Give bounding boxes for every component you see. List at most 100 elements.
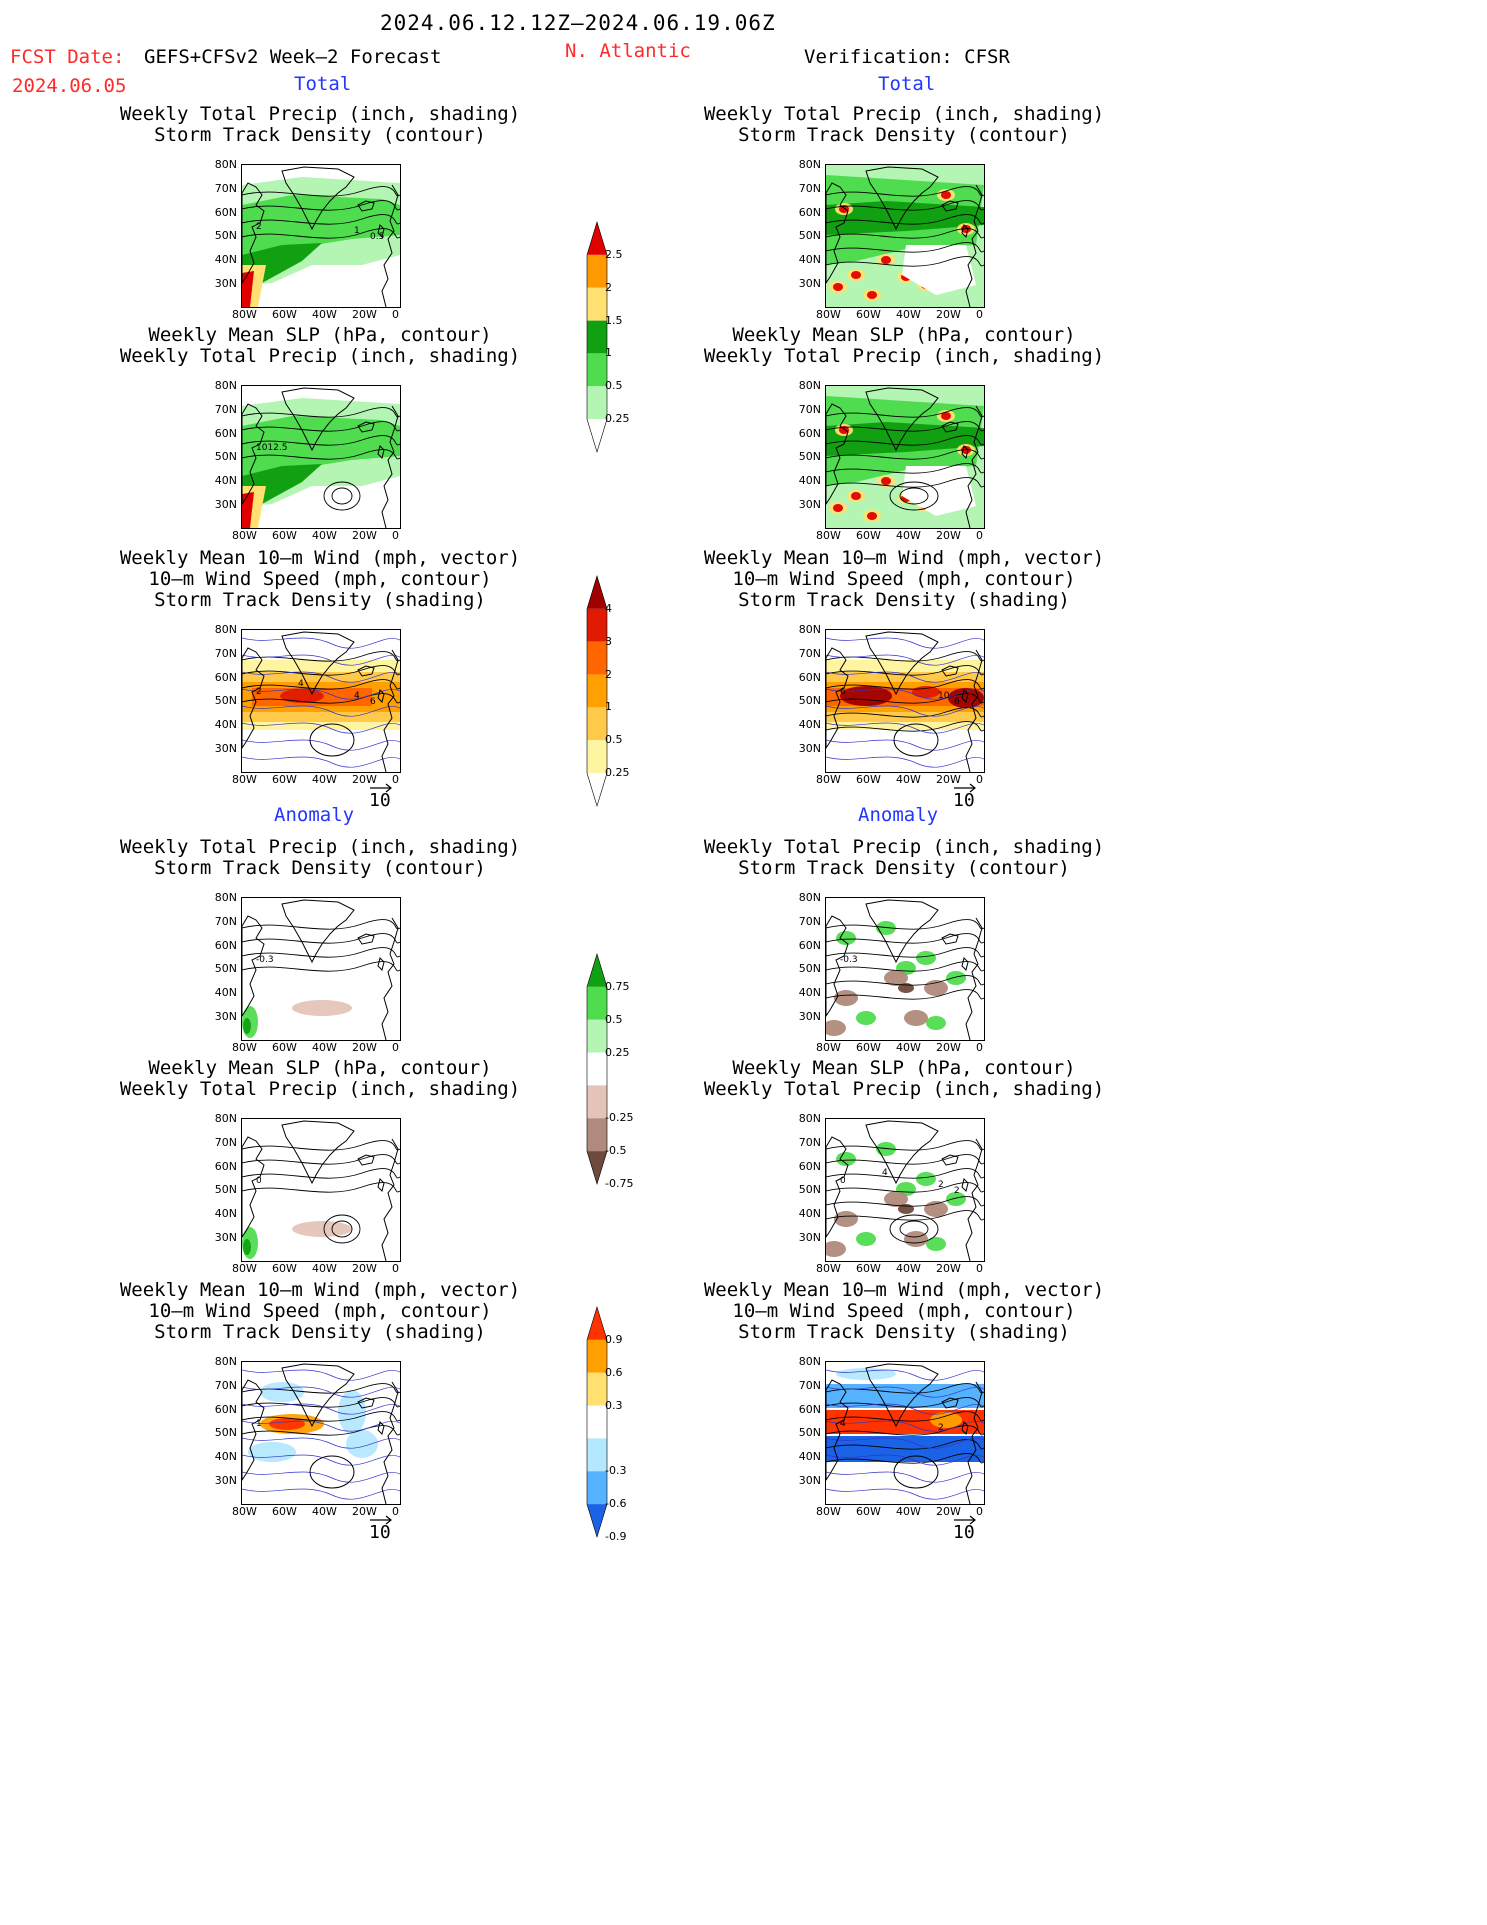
panel-title-line: 10–m Wind Speed (mph, contour) xyxy=(732,1300,1076,1322)
lon-tick-label: 60W xyxy=(272,1041,297,1054)
lon-tick-label: 80W xyxy=(232,308,257,321)
panel-title-line: Weekly Mean 10–m Wind (mph, vector) xyxy=(703,1279,1105,1301)
colorbar-segment xyxy=(587,1471,607,1505)
panel-title-line: Weekly Total Precip (inch, shading) xyxy=(703,1078,1105,1100)
lat-tick-label: 70N xyxy=(214,402,237,416)
colorbar-segment xyxy=(587,419,607,452)
panel-title-right-3: Weekly Total Precip (inch, shading) Storm… xyxy=(674,837,1134,879)
lat-tick-label: 80N xyxy=(798,1355,821,1368)
lat-tick-label: 30N xyxy=(214,498,237,511)
colorbar-segment xyxy=(587,1438,607,1472)
lon-tick-label: 60W xyxy=(856,1262,881,1275)
lat-tick-label: 40N xyxy=(214,986,237,1000)
lon-tick-label: 20W xyxy=(936,308,961,321)
contour-label: 0 xyxy=(840,1176,846,1186)
lon-tick-label: 60W xyxy=(856,1505,881,1518)
contour-label: 4 xyxy=(840,1419,846,1429)
colorbar-segment xyxy=(587,1118,607,1152)
lon-tick-label: 0 xyxy=(392,308,399,321)
colorbar-label: 0.25 xyxy=(605,412,630,426)
vector-reference-value: 10 xyxy=(953,1522,975,1543)
panel-title-left-4: Weekly Mean SLP (hPa, contour) Weekly Tot… xyxy=(90,1058,550,1100)
colorbar-segment xyxy=(587,641,607,675)
panel-title-line: Storm Track Density (shading) xyxy=(154,1321,486,1343)
lat-tick-label: 60N xyxy=(798,426,821,440)
lon-tick-label: 20W xyxy=(936,773,961,786)
contour-label: 10 xyxy=(938,691,950,701)
contour-label: 2 xyxy=(256,222,262,232)
panel-title-right-5: Weekly Mean 10–m Wind (mph, vector) 10–m … xyxy=(674,1280,1134,1343)
lat-tick-label: 50N xyxy=(214,1426,237,1440)
lat-tick-label: 80N xyxy=(798,158,821,171)
lon-tick-label: 0 xyxy=(392,1262,399,1275)
map-panel-left-3: -0.3 xyxy=(241,897,401,1041)
vector-reference-value: 10 xyxy=(369,1522,391,1543)
map-panel-right-0 xyxy=(825,164,985,308)
colorbar-label: 2.5 xyxy=(605,247,623,261)
lon-tick-label: 0 xyxy=(392,529,399,542)
colorbar-segment xyxy=(587,576,607,609)
lon-tick-label: 20W xyxy=(352,773,377,786)
contour-label: 2 xyxy=(256,687,262,697)
lat-tick-label: 80N xyxy=(798,623,821,636)
section-anomaly-forecast: Anomaly xyxy=(274,804,355,826)
lon-tick-label: 20W xyxy=(352,529,377,542)
lon-tick-label: 20W xyxy=(936,1262,961,1275)
lon-tick-label: 80W xyxy=(232,1262,257,1275)
colorbar-label: 0.5 xyxy=(605,1012,623,1026)
lon-tick-label: 0 xyxy=(392,1041,399,1054)
vector-reference: 10 xyxy=(369,783,392,811)
panel-title-line: Weekly Mean 10–m Wind (mph, vector) xyxy=(119,547,521,569)
colorbar-label: 4 xyxy=(605,601,612,615)
colorbar-label: 0.5 xyxy=(605,379,623,393)
lon-tick-label: 0 xyxy=(392,773,399,786)
contour-label: 2 xyxy=(954,1186,960,1196)
panel-title-right-2: Weekly Mean 10–m Wind (mph, vector) 10–m … xyxy=(674,548,1134,611)
lat-tick-label: 70N xyxy=(798,646,821,660)
colorbar-segment xyxy=(587,674,607,708)
panel-title-line: Weekly Mean SLP (hPa, contour) xyxy=(732,1057,1076,1079)
lat-tick-label: 60N xyxy=(214,426,237,440)
lat-tick-label: 40N xyxy=(798,1207,821,1221)
contour-label: 1 xyxy=(354,226,360,236)
panel-title-line: Weekly Mean 10–m Wind (mph, vector) xyxy=(703,547,1105,569)
colorbar-segment xyxy=(587,1504,607,1537)
panel-title-line: Storm Track Density (shading) xyxy=(154,589,486,611)
panel-title-line: 10–m Wind Speed (mph, contour) xyxy=(732,568,1076,590)
colorbar-precip_total xyxy=(585,220,609,458)
lon-tick-label: 20W xyxy=(352,1262,377,1275)
panel-title-line: Storm Track Density (contour) xyxy=(738,124,1070,146)
lat-tick-label: 80N xyxy=(214,379,237,392)
colorbar-segment xyxy=(587,353,607,387)
panel-title-line: Weekly Total Precip (inch, shading) xyxy=(119,103,521,125)
colorbar-label: 1 xyxy=(605,700,612,714)
lat-tick-label: 50N xyxy=(798,694,821,708)
panel-title-left-0: Weekly Total Precip (inch, shading) Storm… xyxy=(90,104,550,146)
lon-tick-label: 80W xyxy=(232,1505,257,1518)
lat-tick-label: 40N xyxy=(214,718,237,732)
vector-reference-value: 10 xyxy=(369,790,391,811)
colorbar-segment xyxy=(587,707,607,741)
lat-tick-label: 70N xyxy=(214,181,237,195)
colorbar-label: -0.9 xyxy=(605,1530,627,1543)
lat-tick-label: 80N xyxy=(214,158,237,171)
panel-title-left-3: Weekly Total Precip (inch, shading) Storm… xyxy=(90,837,550,879)
lat-tick-label: 30N xyxy=(214,1474,237,1487)
panel-title-right-4: Weekly Mean SLP (hPa, contour) Weekly Tot… xyxy=(674,1058,1134,1100)
panel-title-left-2: Weekly Mean 10–m Wind (mph, vector) 10–m … xyxy=(90,548,550,611)
lon-tick-label: 60W xyxy=(272,308,297,321)
contour-label: 1012.5 xyxy=(256,443,288,453)
lon-tick-label: 40W xyxy=(896,1041,921,1054)
lat-tick-label: 60N xyxy=(214,938,237,952)
lon-tick-label: 0 xyxy=(392,1505,399,1518)
lat-tick-label: 60N xyxy=(214,205,237,219)
lon-tick-label: 80W xyxy=(816,773,841,786)
colorbar-label: 0.25 xyxy=(605,1045,630,1059)
panel-title-line: Storm Track Density (shading) xyxy=(738,589,1070,611)
panel-title-line: Weekly Total Precip (inch, shading) xyxy=(703,345,1105,367)
map-panel-left-0: 2 1 0.5 xyxy=(241,164,401,308)
colorbar-segment xyxy=(587,773,607,806)
colorbar-segment xyxy=(587,986,607,1020)
lat-tick-label: 40N xyxy=(798,986,821,1000)
lat-tick-label: 60N xyxy=(798,670,821,684)
